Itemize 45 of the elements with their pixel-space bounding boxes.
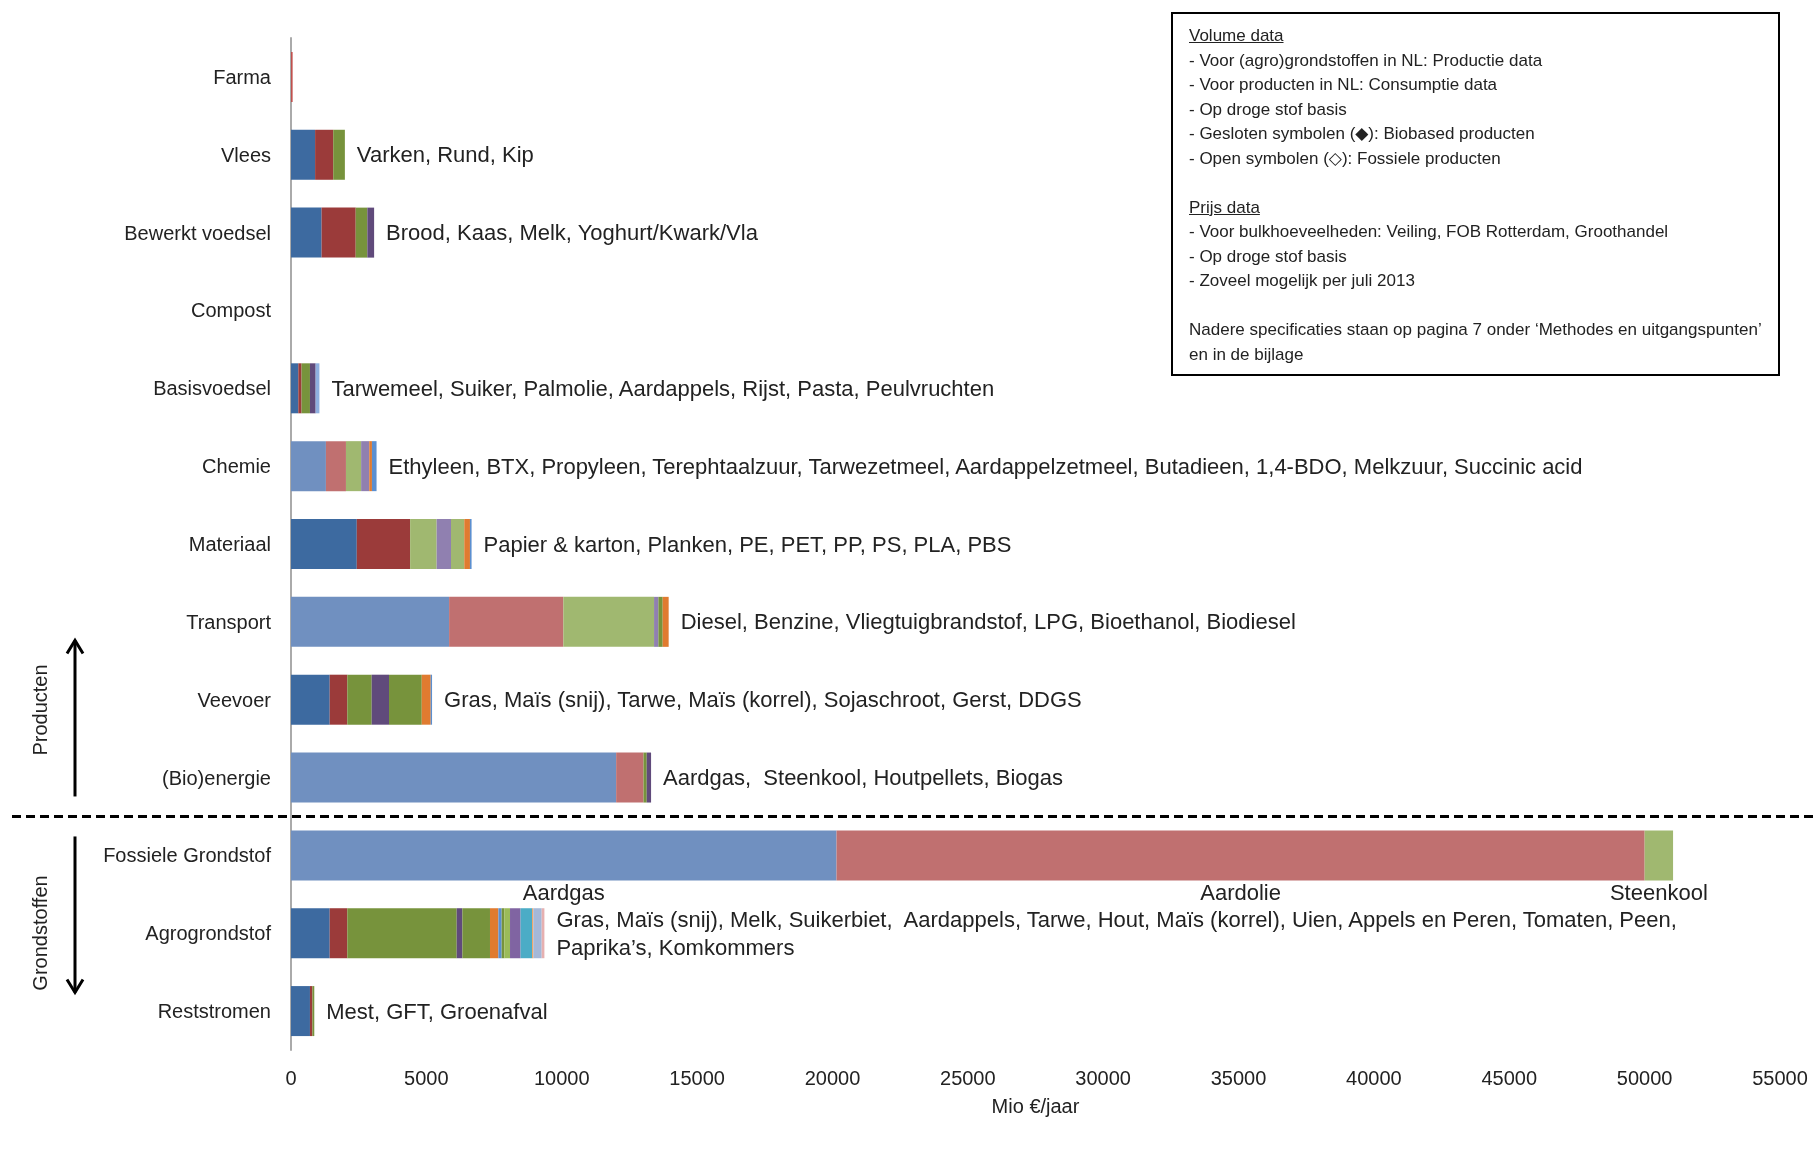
x-tick-label: 0	[285, 1067, 297, 1089]
x-tick-label: 15000	[669, 1067, 725, 1089]
y-tick-label: Basisvoedsel	[153, 377, 271, 400]
y-tick-label: Materiaal	[188, 533, 271, 555]
y-tick-label: Agrogrondstof	[145, 922, 272, 945]
y-tick-label: Bewerkt voedsel	[124, 221, 271, 244]
annotation: Diesel, Benzine, Vliegtuigbrandstof, LPG, Bioethanol, Biodiesel	[680, 609, 1296, 635]
text: Grondstoffen	[28, 875, 52, 991]
x-tick-label: 50000	[1616, 1067, 1673, 1089]
series-label: Aardgas	[522, 879, 605, 905]
y-tick-label: (Bio)energie	[162, 766, 271, 789]
annotation: Mest, GFT, Groenafval	[326, 998, 548, 1024]
x-tick-label: 40000	[1346, 1067, 1402, 1089]
annotation: Ethyleen, BTX, Propyleen, Terephtaalzuur, Tarwezetmeel, Aardappelzetmeel, Butadieen, 1,4-BDO, Melkzuur, Succinic acid	[388, 453, 1583, 479]
series-label: Aardolie	[1200, 879, 1281, 905]
y-tick-label: Vlees	[220, 143, 271, 166]
x-tick-label: 30000	[1075, 1067, 1131, 1089]
annotation: Volume data - Voor (agro)grondstoffen in NL: Productie data - Voor producten in NL: Consumptie data - Op droge stof basis - Gesloten symbolen (◆): Biobased producten - Open symbolen (◇): Fossiele producten	[1189, 25, 1544, 170]
annotation: Nadere specificaties staan op pagina 7 onder ‘Methodes en uitgangspunten’ en in de bijlage	[1189, 319, 1762, 366]
annotation: Prijs data - Voor bulkhoeveelheden: Veiling, FOB Rotterdam, Groothandel - Op droge stof basis - Zoveel mogelijk per juli 2013	[1189, 196, 1670, 292]
series-label: Steenkool	[1609, 879, 1708, 905]
x-tick-label: 45000	[1481, 1067, 1538, 1089]
y-tick-label: Farma	[213, 65, 272, 88]
annotation: Tarwemeel, Suiker, Palmolie, Aardappels, Rijst, Pasta, Peulvruchten	[331, 375, 995, 401]
x-tick-label: 20000	[804, 1067, 861, 1089]
y-tick-label: Transport	[186, 610, 272, 633]
annotation: Gras, Maïs (snij), Melk, Suikerbiet, Aardappels, Tarwe, Hout, Maïs (korrel), Uien, Appels en Peren, Tomaten, Peen, Paprika’s, Komkommers	[556, 906, 1683, 960]
x-tick-label: 5000	[404, 1067, 449, 1089]
x-tick-label: 10000	[533, 1067, 590, 1089]
notes-box: Volume data - Voor (agro)grondstoffen in NL: Productie data - Voor producten in NL: Consumptie data - Op droge stof basis - Gesloten symbolen (◆): Biobased producten - Open symbolen (◇): Fossiele producten Prijs data - Voor bulkhoeveelheden: Veiling, FOB Rotterdam, Groothandel - Op droge stof basis - Zoveel mogelijk per juli 2013 Nadere specificaties staan op pagina 7 onder ‘Methodes en uitgangspunten’ en in de bijlage	[1171, 12, 1780, 376]
x-tick-label: 35000	[1210, 1067, 1267, 1089]
x-tick-label: 55000	[1752, 1067, 1808, 1089]
text: Producten	[28, 664, 52, 756]
annotation: Brood, Kaas, Melk, Yoghurt/Kwark/Vla	[386, 220, 759, 246]
y-tick-label: Reststromen	[157, 1000, 271, 1023]
annotation: Varken, Rund, Kip	[356, 142, 534, 168]
annotation: Papier & karton, Planken, PE, PET, PP, PS, PLA, PBS	[483, 531, 1012, 557]
y-tick-label: Chemie	[202, 455, 271, 478]
x-tick-label: 25000	[940, 1067, 996, 1089]
y-tick-label: Compost	[190, 299, 272, 322]
x-axis-title: Mio €/jaar	[991, 1095, 1080, 1117]
y-tick-label: Fossiele Grondstof	[103, 844, 272, 867]
annotation: Aardgas, Steenkool, Houtpellets, Biogas	[663, 765, 1063, 791]
y-tick-label: Veevoer	[197, 688, 272, 711]
annotation: Gras, Maïs (snij), Tarwe, Maïs (korrel), Sojaschroot, Gerst, DDGS	[444, 687, 1082, 713]
